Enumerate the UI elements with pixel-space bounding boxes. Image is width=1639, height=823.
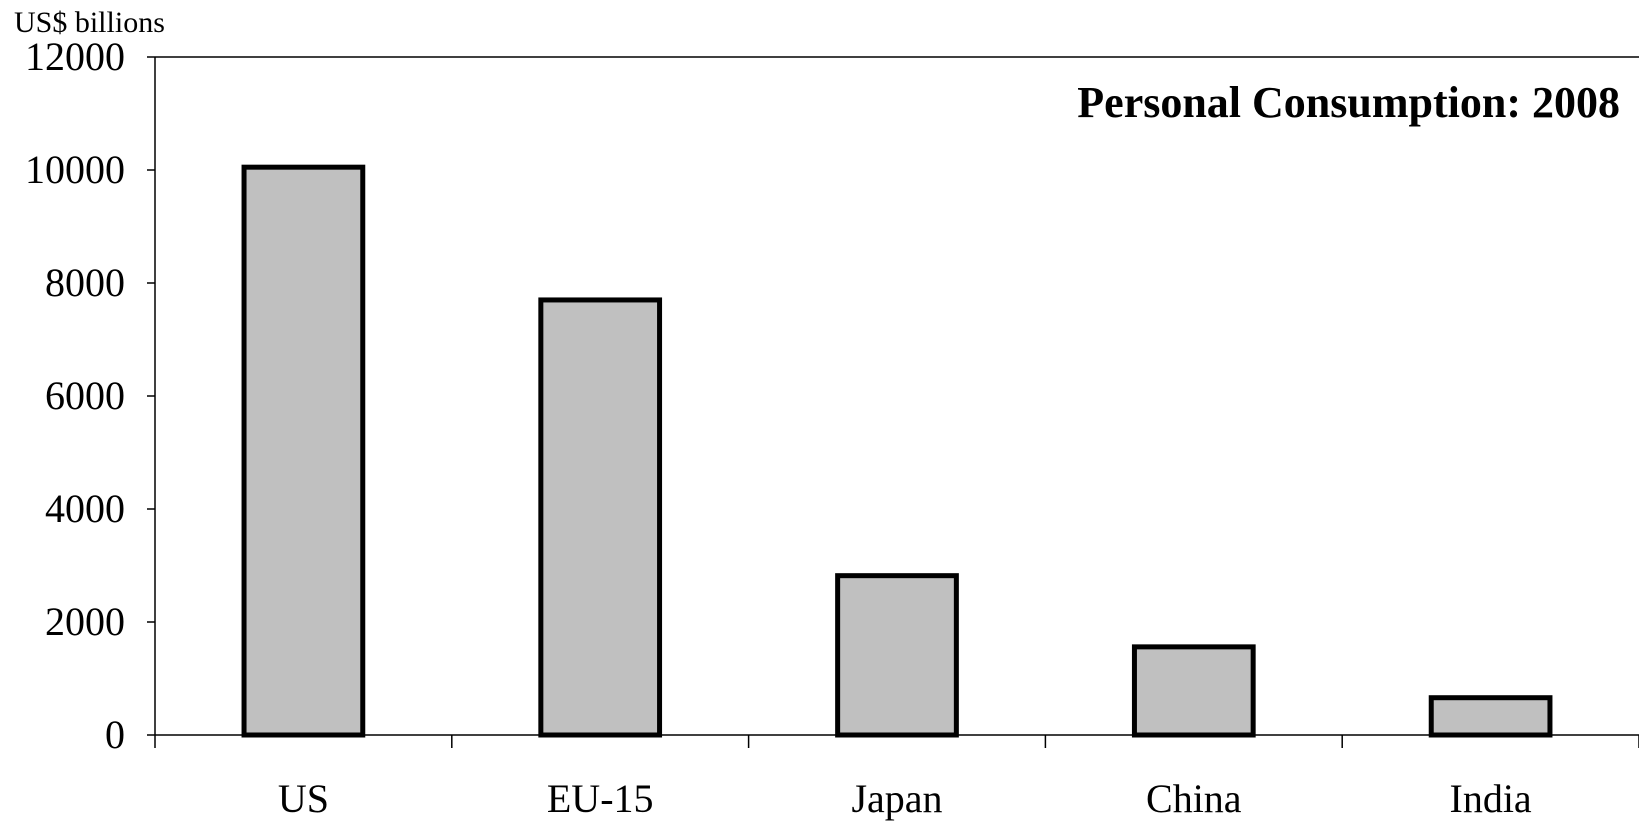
y-tick-label: 12000 <box>25 34 125 79</box>
y-unit-label: US$ billions <box>14 6 165 39</box>
x-tick-label: Japan <box>851 776 942 821</box>
bars <box>241 164 1553 738</box>
y-tick-label: 10000 <box>25 147 125 192</box>
x-tick-label: EU-15 <box>547 776 654 821</box>
y-axis-ticks: 0 2000 4000 6000 8000 10000 12000 <box>25 34 155 757</box>
y-tick-label: 6000 <box>45 373 125 418</box>
x-tick-label: US <box>278 776 329 821</box>
bar-china <box>1131 644 1256 738</box>
chart-title: Personal Consumption: 2008 <box>1077 78 1620 127</box>
bar-japan <box>835 573 959 738</box>
bar-us <box>241 164 366 738</box>
y-tick-label: 0 <box>105 712 125 757</box>
bar-eu-15 <box>538 297 663 738</box>
y-tick-label: 2000 <box>45 599 125 644</box>
x-tick-label: India <box>1450 776 1532 821</box>
y-tick-label: 4000 <box>45 486 125 531</box>
x-tick-label: China <box>1146 776 1242 821</box>
x-axis-ticks <box>154 735 1639 748</box>
bar-india <box>1428 695 1553 738</box>
y-tick-label: 8000 <box>45 260 125 305</box>
x-axis-labels: US EU-15 Japan China India <box>278 776 1532 821</box>
